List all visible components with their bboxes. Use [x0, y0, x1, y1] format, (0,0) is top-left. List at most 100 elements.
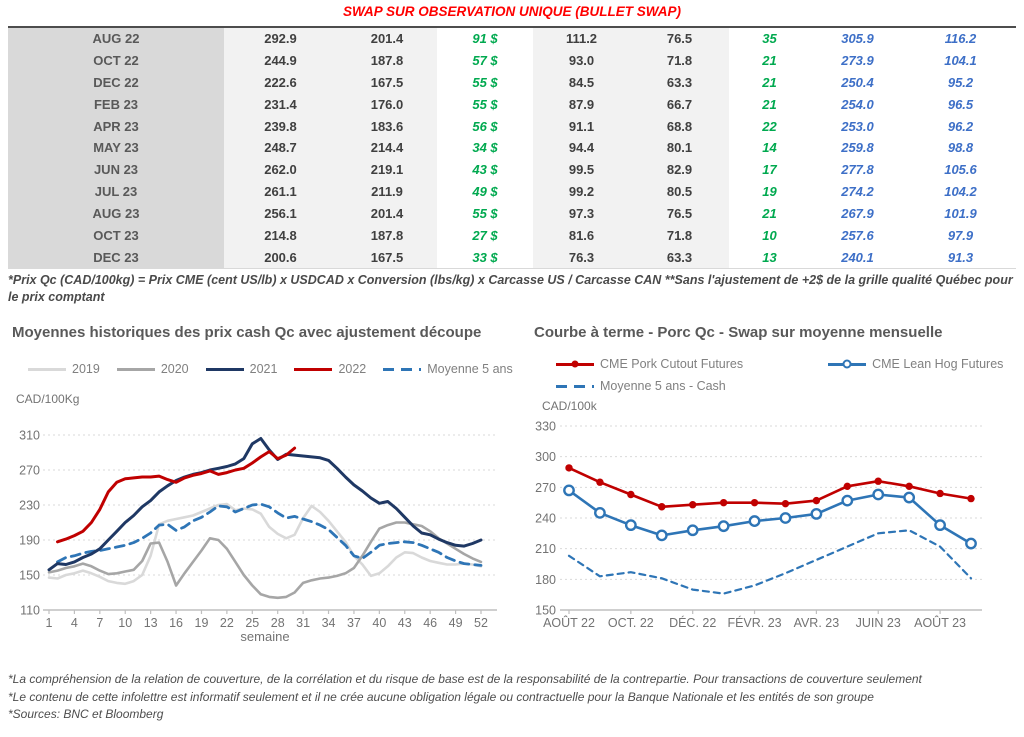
value-cell: 14: [762, 140, 777, 156]
value-cell: 76.3: [533, 246, 630, 268]
value-cell: 248.7: [224, 137, 337, 159]
value-cell: 116.2: [944, 31, 977, 47]
data-point-marker: [812, 496, 821, 505]
series-line: [47, 502, 483, 586]
svg-text:16: 16: [169, 616, 183, 630]
legend-swatch-2022: [294, 367, 333, 371]
forward-curve-legend-row1: CME Pork Cutout Futures CME Lean Hog Fut…: [556, 357, 1003, 371]
value-cell: 187.8: [337, 49, 437, 72]
data-point-marker: [810, 508, 823, 520]
legend-item-2022: 2022: [294, 362, 366, 376]
value-cell: 22: [762, 118, 777, 134]
value-cell: 96.5: [947, 96, 974, 112]
value-cell: 56 $: [472, 118, 498, 134]
value-cell: 55 $: [472, 75, 498, 91]
value-cell: 219.1: [337, 158, 437, 181]
series-line: [567, 466, 973, 509]
table-row: FEB 23 231.4 176.0 55 $ 87.9 66.7 21 254.0 96.5: [8, 93, 1016, 116]
legend-swatch-2021: [205, 367, 244, 371]
value-cell: 43 $: [472, 162, 498, 178]
series-line: [56, 502, 483, 567]
value-cell: 262.0: [224, 158, 337, 181]
value-cell: 305.9: [841, 31, 874, 47]
svg-text:OCT. 22: OCT. 22: [608, 616, 654, 630]
value-cell: 292.9: [224, 28, 337, 50]
value-cell: 63.3: [630, 246, 729, 268]
month-cell: AUG 23: [8, 202, 224, 225]
legend-label-moyenne-5-ans: Moyenne 5 ans: [427, 362, 513, 376]
data-point-marker: [748, 515, 761, 527]
legend-item-2019: 2019: [28, 362, 100, 376]
value-cell: 19: [762, 184, 777, 200]
value-cell: 104.1: [944, 53, 977, 69]
legend-swatch-moyenne-cash: [556, 384, 594, 388]
legend-item-moyenne-5-ans: Moyenne 5 ans: [383, 362, 513, 376]
legend-item-lean-hog: CME Lean Hog Futures: [828, 357, 1003, 371]
svg-text:43: 43: [398, 616, 412, 630]
svg-text:34: 34: [322, 616, 336, 630]
value-cell: 94.4: [533, 137, 630, 159]
month-cell: JUL 23: [8, 180, 224, 203]
forward-curve-y-axis-label: CAD/100k: [542, 399, 597, 413]
value-cell: 91 $: [472, 31, 498, 47]
value-cell: 95.2: [947, 75, 974, 91]
data-point-marker: [934, 519, 946, 532]
value-cell: 167.5: [337, 71, 437, 94]
value-cell: 231.4: [224, 93, 337, 116]
value-cell: 68.8: [630, 115, 729, 138]
svg-text:19: 19: [195, 616, 209, 630]
value-cell: 27 $: [472, 227, 498, 243]
legend-swatch-2019: [28, 367, 66, 371]
data-point-marker: [686, 524, 699, 537]
data-point-marker: [594, 506, 606, 519]
value-cell: 201.4: [337, 28, 437, 50]
data-point-marker: [905, 482, 913, 491]
value-cell: 256.1: [224, 202, 337, 225]
data-point-marker: [781, 499, 790, 508]
value-cell: 104.2: [944, 184, 977, 200]
value-cell: 57 $: [472, 53, 498, 69]
value-cell: 93.0: [533, 49, 630, 72]
value-cell: 167.5: [337, 246, 437, 268]
value-cell: 35: [762, 31, 777, 47]
month-cell: DEC 22: [8, 71, 224, 94]
value-cell: 222.6: [224, 71, 337, 94]
svg-text:150: 150: [535, 604, 556, 618]
svg-text:FÉVR. 23: FÉVR. 23: [727, 615, 781, 630]
value-cell: 63.3: [630, 71, 729, 94]
legend-label-pork-cutout: CME Pork Cutout Futures: [600, 357, 744, 371]
forward-curve-title: Courbe à terme - Porc Qc - Swap sur moye…: [534, 324, 943, 341]
value-cell: 55 $: [472, 205, 498, 221]
svg-text:semaine: semaine: [240, 629, 289, 644]
svg-text:7: 7: [96, 616, 103, 630]
value-cell: 98.8: [947, 140, 974, 156]
svg-text:240: 240: [535, 512, 556, 526]
svg-text:52: 52: [474, 616, 488, 630]
value-cell: 277.8: [841, 162, 874, 178]
value-cell: 250.4: [841, 75, 874, 91]
legend-item-2021: 2021: [205, 362, 277, 376]
svg-text:210: 210: [535, 542, 556, 556]
value-cell: 71.8: [630, 49, 729, 72]
legend-swatch-2020: [116, 367, 155, 371]
data-point-marker: [872, 488, 885, 501]
data-point-marker: [779, 512, 792, 524]
value-cell: 267.9: [841, 205, 874, 221]
value-cell: 111.2: [533, 28, 630, 50]
historical-chart-title: Moyennes historiques des prix cash Qc av…: [12, 324, 482, 341]
month-cell: JUN 23: [8, 158, 224, 181]
data-point-marker: [843, 482, 852, 491]
sources-line: *Sources: BNC et Bloomberg: [8, 707, 164, 721]
svg-text:310: 310: [19, 429, 40, 443]
disclaimer-line-2: *Le contenu de cette infolettre est info…: [8, 689, 874, 704]
table-row: APR 23 239.8 183.6 56 $ 91.1 68.8 22 253.0 96.2: [8, 115, 1016, 138]
month-cell: APR 23: [8, 115, 224, 138]
data-point-marker: [719, 498, 728, 507]
svg-text:31: 31: [296, 616, 310, 630]
value-cell: 13: [762, 249, 777, 265]
value-cell: 97.9: [947, 227, 974, 243]
value-cell: 82.9: [630, 158, 729, 181]
value-cell: 176.0: [337, 93, 437, 116]
legend-swatch-moyenne-5-ans: [383, 367, 422, 371]
historical-chart-legend: 2019 2020 2021 2022 Moyenne 5 ans: [28, 362, 530, 376]
